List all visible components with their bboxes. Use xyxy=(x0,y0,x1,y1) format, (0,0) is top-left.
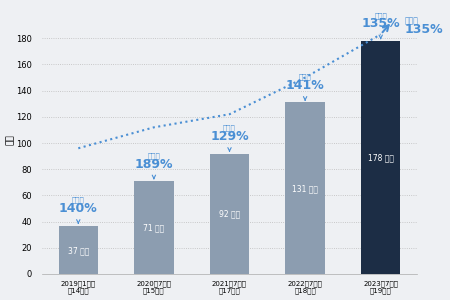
Text: 129%: 129% xyxy=(210,130,249,143)
Bar xyxy=(134,181,174,274)
Text: 178 億円: 178 億円 xyxy=(368,153,394,162)
Bar xyxy=(58,226,98,274)
Text: 131 億円: 131 億円 xyxy=(292,184,318,194)
Text: 私己比: 私己比 xyxy=(148,152,160,159)
Text: 37 億円: 37 億円 xyxy=(68,246,89,255)
Text: 71 億円: 71 億円 xyxy=(143,224,165,232)
Text: 135%: 135% xyxy=(405,22,444,36)
Text: 前年比: 前年比 xyxy=(223,124,236,131)
Text: 前年比: 前年比 xyxy=(405,16,419,25)
Bar xyxy=(361,41,400,274)
Text: 92 億円: 92 億円 xyxy=(219,209,240,218)
Bar xyxy=(285,102,325,274)
Text: 前年比: 前年比 xyxy=(299,74,311,80)
Text: 141%: 141% xyxy=(286,79,324,92)
Text: 前年比: 前年比 xyxy=(374,12,387,19)
Bar xyxy=(210,154,249,274)
Text: 135%: 135% xyxy=(361,17,400,30)
Text: 140%: 140% xyxy=(59,202,98,215)
Text: 189%: 189% xyxy=(135,158,173,170)
Text: 前口比: 前口比 xyxy=(72,197,85,203)
Y-axis label: 億円: 億円 xyxy=(5,134,14,145)
